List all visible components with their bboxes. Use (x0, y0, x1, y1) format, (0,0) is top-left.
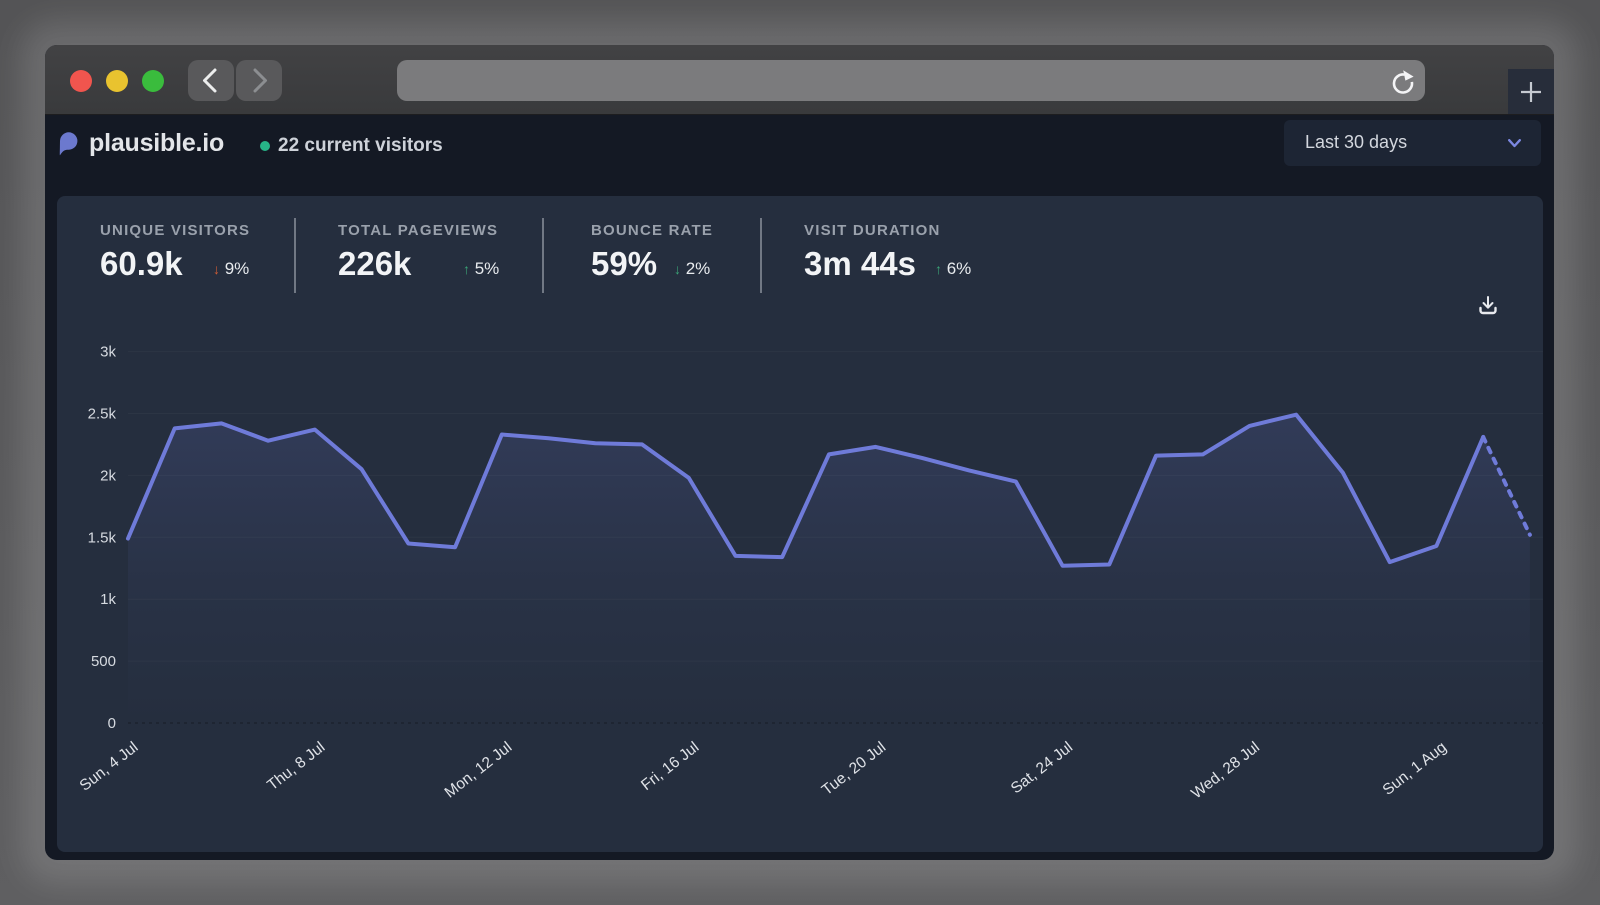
svg-text:2k: 2k (100, 467, 116, 484)
svg-text:1k: 1k (100, 591, 116, 608)
svg-text:3k: 3k (100, 344, 116, 361)
svg-text:2.5k: 2.5k (88, 406, 117, 423)
svg-text:Mon, 12 Jul: Mon, 12 Jul (442, 739, 516, 802)
svg-text:0: 0 (108, 715, 116, 732)
svg-text:Sun, 4 Jul: Sun, 4 Jul (77, 739, 142, 795)
svg-text:500: 500 (91, 653, 116, 670)
svg-text:Wed, 28 Jul: Wed, 28 Jul (1188, 739, 1263, 803)
svg-text:Sun, 1 Aug: Sun, 1 Aug (1380, 739, 1450, 799)
svg-text:Thu, 8 Jul: Thu, 8 Jul (264, 739, 328, 794)
svg-text:Tue, 20 Jul: Tue, 20 Jul (819, 739, 889, 799)
svg-text:1.5k: 1.5k (88, 529, 117, 546)
svg-text:Sat, 24 Jul: Sat, 24 Jul (1008, 739, 1076, 797)
svg-text:Fri, 16 Jul: Fri, 16 Jul (638, 739, 702, 794)
